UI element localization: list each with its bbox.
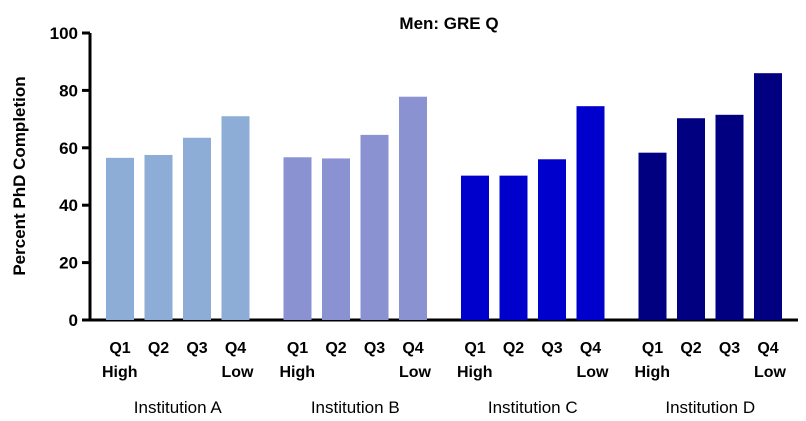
group-label-1: Institution A (134, 398, 223, 417)
x-tick-labels: Q1 High Q2 Q3 Q4 Low Institution A Q1 High Q2 Q3 Q4… (102, 340, 787, 417)
bar-label-2-2: Q2 (325, 340, 346, 357)
bar-1-4 (221, 116, 250, 320)
bar-4-1 (638, 152, 667, 320)
bar-4-3 (715, 114, 744, 320)
bar-sublabel-4-1: High (635, 364, 671, 381)
bar-4-2 (677, 118, 705, 320)
bar-3-1 (461, 175, 489, 320)
group-label-3: Institution C (488, 398, 578, 417)
bar-sublabel-1-4: Low (222, 364, 255, 381)
bar-3-2 (499, 175, 528, 320)
bar-label-2-3: Q3 (364, 340, 385, 357)
bar-label-2-4: Q4 (402, 340, 423, 357)
bar-2-1 (283, 157, 312, 320)
bar-sublabel-2-4: Low (399, 364, 432, 381)
bar-label-1-3: Q3 (186, 340, 207, 357)
y-tick-label-3: 60 (59, 139, 78, 158)
bar-label-4-2: Q2 (680, 340, 701, 357)
bar-label-3-2: Q2 (503, 340, 524, 357)
bar-label-1-2: Q2 (148, 340, 169, 357)
y-tick-label-0: 0 (69, 311, 78, 330)
bar-sublabel-2-1: High (280, 364, 316, 381)
y-axis-label: Percent PhD Completion (10, 76, 29, 275)
y-tick-label-4: 80 (59, 81, 78, 100)
bar-sublabel-3-4: Low (577, 364, 610, 381)
bar-2-4 (399, 96, 427, 321)
bar-label-3-3: Q3 (541, 340, 562, 357)
group-label-2: Institution B (311, 398, 400, 417)
bar-label-1-4: Q4 (225, 340, 246, 357)
bar-sublabel-4-4: Low (754, 364, 787, 381)
bar-1-2 (144, 154, 173, 320)
group-label-4: Institution D (665, 398, 755, 417)
y-tick-label-1: 20 (59, 254, 78, 273)
bar-2-2 (322, 158, 350, 320)
y-tick-label-2: 40 (59, 196, 78, 215)
bar-label-4-3: Q3 (719, 340, 740, 357)
bar-label-4-1: Q1 (642, 340, 663, 357)
bar-label-3-1: Q1 (464, 340, 485, 357)
bar-1-1 (106, 157, 134, 320)
bar-3-3 (538, 159, 566, 320)
bar-label-2-1: Q1 (287, 340, 308, 357)
bar-1-3 (183, 137, 211, 320)
chart-title: Men: GRE Q (399, 14, 498, 33)
bar-4-4 (754, 73, 782, 321)
bar-label-1-1: Q1 (109, 340, 130, 357)
bar-3-4 (576, 106, 605, 320)
bar-sublabel-1-1: High (102, 364, 138, 381)
bar-sublabel-3-1: High (457, 364, 493, 381)
bars (106, 73, 782, 321)
bar-label-3-4: Q4 (580, 340, 601, 357)
bar-2-3 (360, 134, 389, 320)
bar-label-4-4: Q4 (757, 340, 778, 357)
y-tick-label-5: 100 (50, 24, 78, 43)
